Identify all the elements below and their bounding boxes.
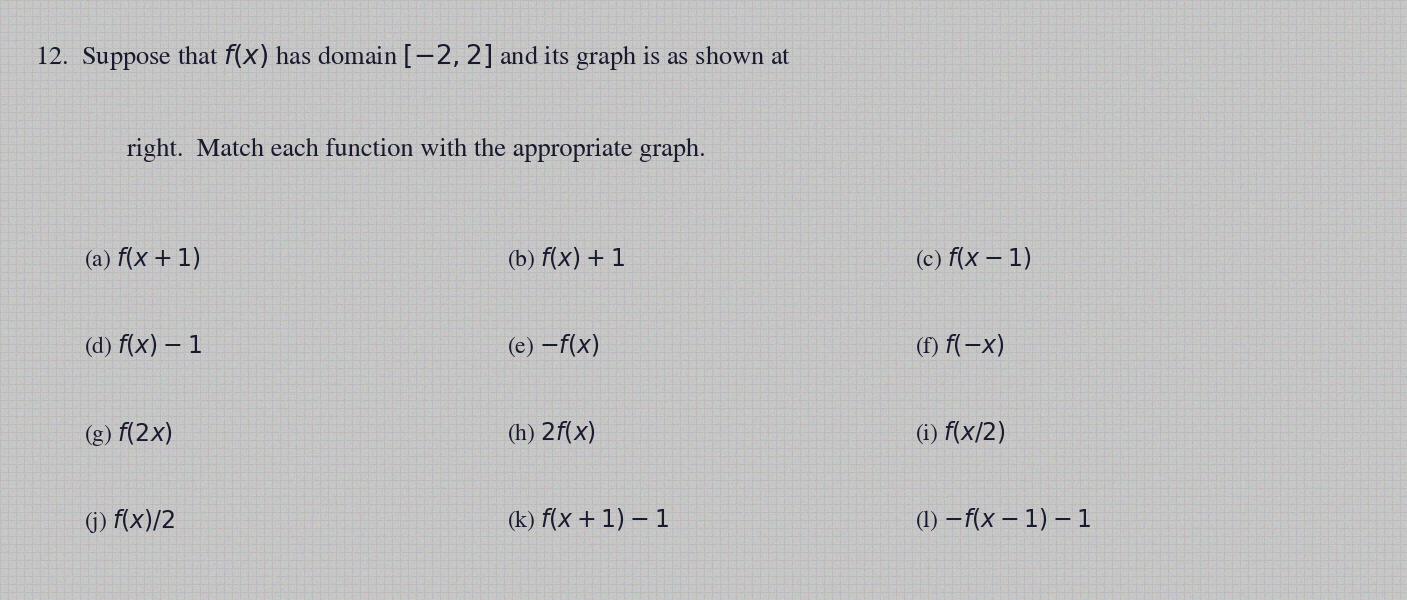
Text: (l) $-\mathit{f}(x-1)-1$: (l) $-\mathit{f}(x-1)-1$ bbox=[915, 507, 1090, 533]
Text: (h) $2\mathit{f}(x)$: (h) $2\mathit{f}(x)$ bbox=[507, 420, 595, 446]
Text: (k) $\mathit{f}(x+1)-1$: (k) $\mathit{f}(x+1)-1$ bbox=[507, 507, 668, 533]
Text: right.  Match each function with the appropriate graph.: right. Match each function with the appr… bbox=[127, 138, 705, 162]
Text: (f) $\mathit{f}(-x)$: (f) $\mathit{f}(-x)$ bbox=[915, 333, 1005, 359]
Text: (c) $\mathit{f}(x-1)$: (c) $\mathit{f}(x-1)$ bbox=[915, 246, 1031, 272]
Text: (g) $\mathit{f}(2x)$: (g) $\mathit{f}(2x)$ bbox=[84, 420, 173, 448]
Text: 12.  Suppose that $\mathit{f}(x)$ has domain $[-2,2]$ and its graph is as shown : 12. Suppose that $\mathit{f}(x)$ has dom… bbox=[35, 42, 792, 72]
Text: (j) $\mathit{f}(x)/2$: (j) $\mathit{f}(x)/2$ bbox=[84, 507, 174, 535]
Text: (b) $\mathit{f}(x)+1$: (b) $\mathit{f}(x)+1$ bbox=[507, 246, 625, 272]
Text: (e) $-\mathit{f}(x)$: (e) $-\mathit{f}(x)$ bbox=[507, 333, 599, 359]
Text: (d) $\mathit{f}(x)-1$: (d) $\mathit{f}(x)-1$ bbox=[84, 333, 203, 359]
Text: (a) $\mathit{f}(x+1)$: (a) $\mathit{f}(x+1)$ bbox=[84, 246, 201, 272]
Text: (i) $\mathit{f}(x/2)$: (i) $\mathit{f}(x/2)$ bbox=[915, 420, 1006, 446]
